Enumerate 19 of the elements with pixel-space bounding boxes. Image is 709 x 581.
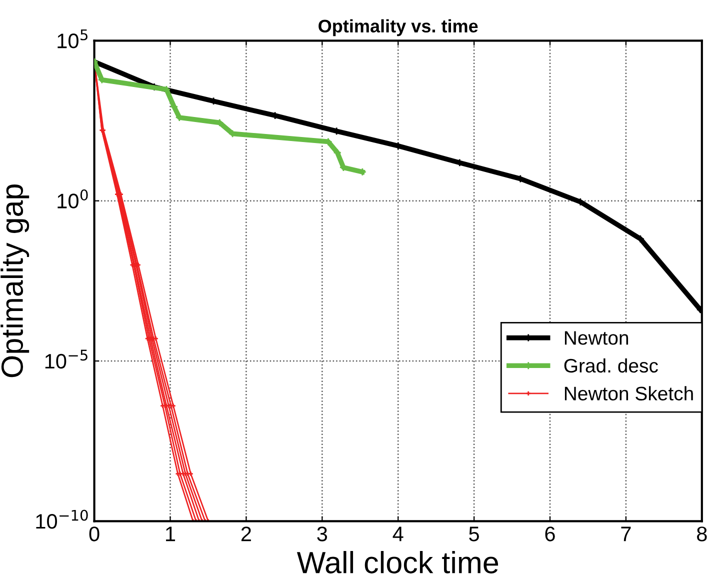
x-tick-label: 2 [241, 526, 251, 542]
legend-label: Newton [564, 331, 628, 345]
legend-label: Grad. desc [564, 358, 658, 373]
x-tick-label: 8 [697, 526, 707, 542]
x-tick-label: 6 [545, 526, 555, 542]
x-tick-label: 5 [469, 526, 479, 542]
x-tick-label: 4 [392, 526, 404, 542]
x-axis-title: Wall clock time [296, 550, 498, 574]
legend-label: Newton Sketch [564, 386, 693, 400]
y-tick-label: 10$^{−10}$ [36, 510, 88, 529]
x-tick-label: 3 [317, 526, 328, 542]
chart-title: Optimality vs. time [318, 19, 478, 36]
y-axis-title: Optimality gap [0, 184, 30, 378]
x-tick-label: 0 [89, 526, 100, 542]
y-tick-label: 10$^{5}$ [58, 29, 88, 48]
y-tick-label: 10$^{−5}$ [45, 350, 88, 369]
x-tick-label: 1 [166, 526, 176, 542]
x-tick-label: 7 [621, 526, 631, 542]
y-tick-label: 10$^{0}$ [58, 189, 88, 208]
